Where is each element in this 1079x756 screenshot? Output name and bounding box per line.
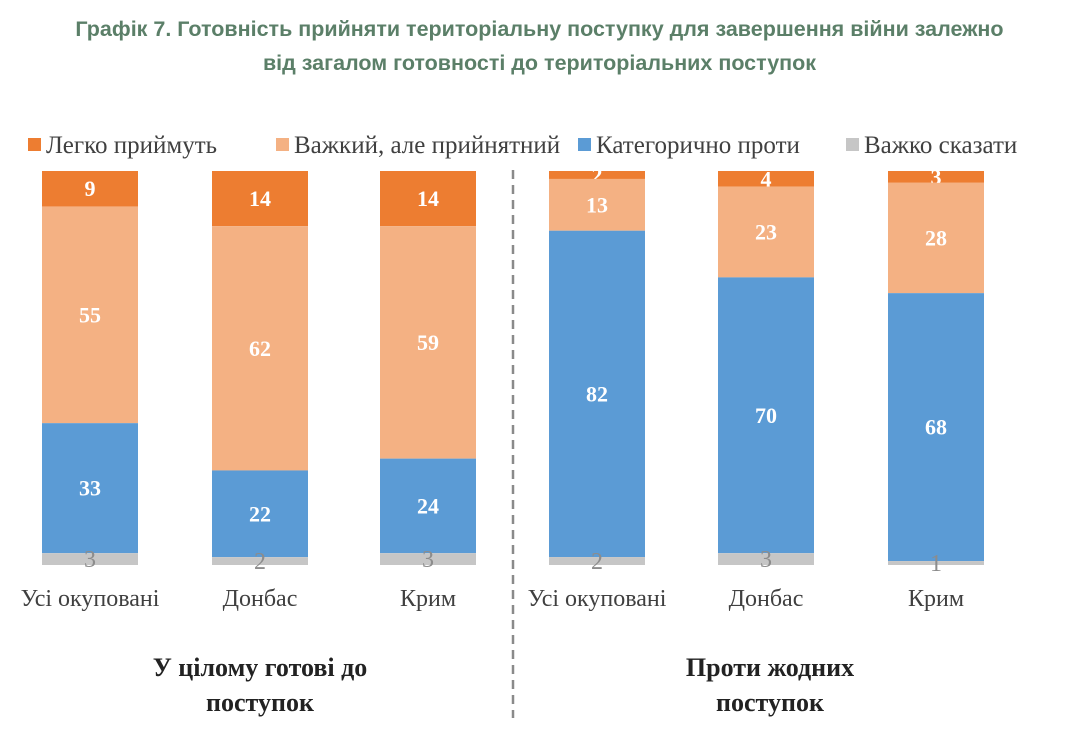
- bar-segment-hard-4: [718, 186, 814, 278]
- bar-segment-easy-5: [888, 171, 984, 183]
- legend-swatch-hard: [276, 138, 289, 151]
- x-tick-label-1: Донбас: [223, 586, 298, 612]
- bar-segment-against-2: [380, 458, 476, 554]
- chart-title-line-2: від загалом готовності до територіальних…: [262, 51, 817, 75]
- data-label-unsure-5: 1: [930, 551, 942, 577]
- data-label-easy-2: 14: [417, 186, 439, 211]
- bar-segment-against-0: [42, 423, 138, 554]
- group-caption-against-line-1: Проти жодних: [685, 653, 855, 682]
- legend-label-against: Категорично проти: [596, 132, 800, 159]
- bar-segment-hard-3: [549, 178, 645, 231]
- data-label-against-0: 33: [79, 476, 101, 501]
- data-label-hard-3: 13: [586, 192, 608, 217]
- bar-segment-unsure-4: [718, 553, 814, 565]
- bar-segment-unsure-0: [42, 553, 138, 565]
- legend-swatch-easy: [28, 138, 41, 151]
- chart-title-line-1: Графік 7. Готовність прийняти територіал…: [75, 17, 1004, 41]
- data-label-unsure-0: 3: [84, 547, 96, 573]
- data-label-easy-4: 4: [761, 166, 772, 191]
- data-label-easy-5: 3: [931, 164, 942, 189]
- bar-segment-easy-3: [549, 171, 645, 179]
- x-tick-label-2: Крим: [400, 586, 456, 612]
- data-label-hard-2: 59: [417, 330, 439, 355]
- data-label-against-4: 70: [755, 403, 777, 428]
- data-label-unsure-4: 3: [760, 547, 772, 573]
- group-caption-ready-line-1: У цілому готові до: [152, 653, 368, 682]
- x-tick-label-0: Усі окуповані: [21, 586, 160, 612]
- bar-segment-hard-5: [888, 182, 984, 294]
- data-label-unsure-3: 2: [591, 549, 603, 575]
- bar-segment-easy-2: [380, 171, 476, 227]
- legend-label-unsure: Важко сказати: [864, 132, 1017, 159]
- group-caption-against-line-2: поступок: [716, 688, 824, 717]
- bar-segment-against-3: [549, 230, 645, 558]
- data-label-unsure-2: 3: [422, 547, 434, 573]
- data-label-against-3: 82: [586, 381, 608, 406]
- bar-segment-hard-1: [212, 226, 308, 471]
- bar-segment-against-4: [718, 277, 814, 554]
- bar-segment-easy-1: [212, 171, 308, 227]
- data-label-hard-0: 55: [79, 302, 101, 327]
- chart-title: Графік 7. Готовність прийняти територіал…: [0, 12, 1079, 80]
- legend-label-easy: Легко приймуть: [46, 132, 217, 159]
- data-label-easy-0: 9: [85, 176, 96, 201]
- group-caption-ready: У цілому готові до поступок: [100, 650, 420, 720]
- group-caption-against: Проти жодних поступок: [610, 650, 930, 720]
- data-label-against-5: 68: [925, 415, 947, 440]
- bar-segment-unsure-2: [380, 553, 476, 565]
- data-label-hard-5: 28: [925, 225, 947, 250]
- bar-segment-hard-2: [380, 226, 476, 459]
- x-tick-label-5: Крим: [908, 586, 964, 612]
- x-tick-label-4: Донбас: [729, 586, 804, 612]
- bar-segment-against-1: [212, 470, 308, 558]
- legend-swatch-unsure: [846, 138, 859, 151]
- bar-segment-unsure-1: [212, 557, 308, 565]
- bar-segment-unsure-5: [888, 561, 984, 565]
- bar-segment-hard-0: [42, 206, 138, 424]
- bar-segment-easy-4: [718, 171, 814, 187]
- x-tick-label-3: Усі окуповані: [528, 586, 667, 612]
- data-label-against-2: 24: [417, 493, 439, 518]
- data-label-hard-1: 62: [249, 336, 271, 361]
- bar-segment-against-5: [888, 293, 984, 562]
- legend-label-hard: Важкий, але прийнятний: [294, 132, 560, 159]
- group-caption-ready-line-2: поступок: [206, 688, 314, 717]
- data-label-easy-1: 14: [249, 186, 271, 211]
- bar-segment-easy-0: [42, 171, 138, 207]
- data-label-against-1: 22: [249, 501, 271, 526]
- legend-swatch-against: [578, 138, 591, 151]
- data-label-hard-4: 23: [755, 220, 777, 245]
- data-label-unsure-1: 2: [254, 549, 266, 575]
- data-label-easy-3: 2: [592, 162, 603, 187]
- bar-segment-unsure-3: [549, 557, 645, 565]
